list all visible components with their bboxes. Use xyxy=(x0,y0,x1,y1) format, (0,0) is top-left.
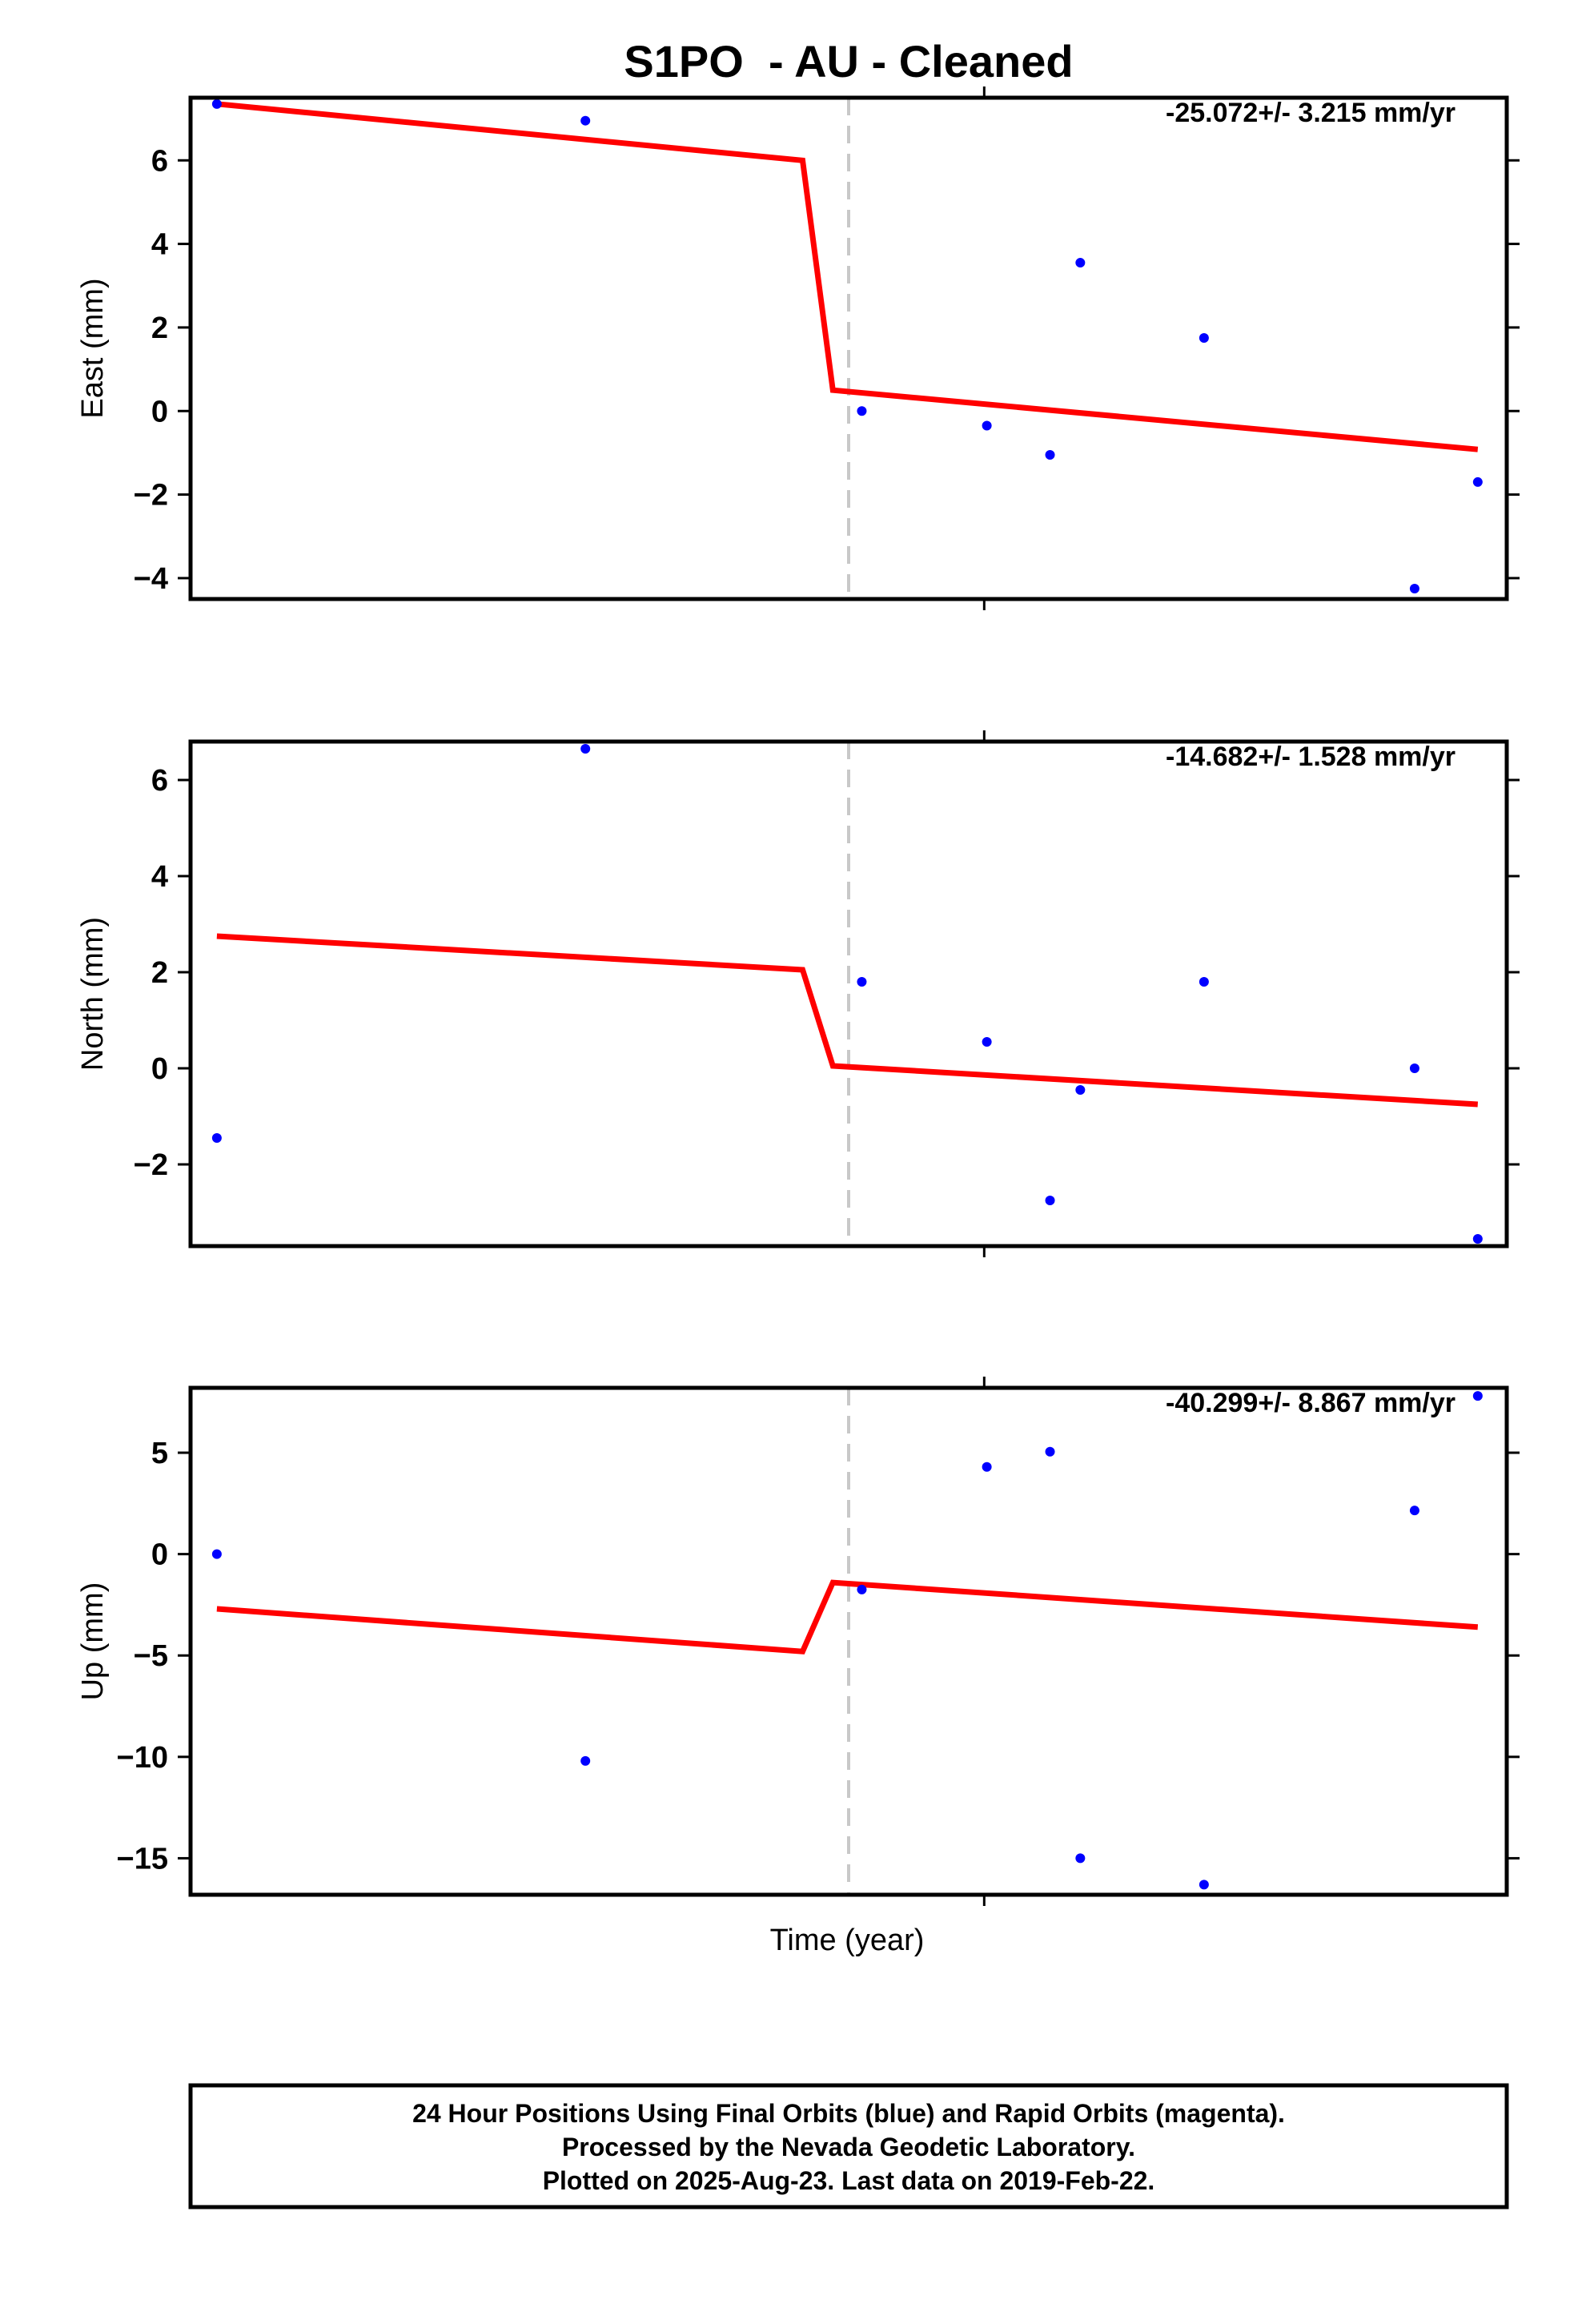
north-data-point xyxy=(1199,977,1209,987)
east-y-tick-label: 0 xyxy=(151,395,168,428)
up-data-point xyxy=(1045,1446,1055,1457)
east-data-point xyxy=(1075,258,1086,268)
east-y-tick-label: −2 xyxy=(134,479,168,513)
east-data-point xyxy=(857,406,867,416)
up-data-point xyxy=(1409,1506,1419,1516)
east-plot-frame xyxy=(188,95,1509,601)
east-data-point xyxy=(1409,583,1419,593)
north-y-tick-label: 6 xyxy=(151,764,168,798)
up-data-point xyxy=(982,1462,992,1472)
east-y-axis-label: East (mm) xyxy=(76,278,110,418)
north-panel: 6 4 2 0 −2 North (mm) -14.682+/- 1.528 mm/yr xyxy=(76,730,1520,1257)
north-data-point xyxy=(857,977,867,987)
footer-box xyxy=(188,2083,1509,2209)
east-y-tick-label: 6 xyxy=(151,144,168,178)
footer-line-2: Processed by the Nevada Geodetic Laborat… xyxy=(562,2133,1135,2161)
up-data-point xyxy=(1199,1880,1209,1890)
up-data-point xyxy=(1075,1853,1086,1864)
chart-title: S1PO - AU - Cleaned xyxy=(624,36,1073,86)
east-panel: 6 4 2 0 −2 −4 East (mm) -25.072+/- 3.215 mm/yr xyxy=(76,86,1520,610)
north-data-point xyxy=(1409,1063,1419,1073)
east-rate-label: -25.072+/- 3.215 mm/yr xyxy=(1166,98,1456,128)
north-data-point xyxy=(211,1133,222,1143)
east-fit-line xyxy=(216,101,1479,452)
north-data-point xyxy=(580,744,591,754)
north-data-point xyxy=(982,1037,992,1047)
east-y-tick-label: 4 xyxy=(151,228,168,262)
up-y-tick-label: −5 xyxy=(134,1639,168,1673)
up-rate-label: -40.299+/- 8.867 mm/yr xyxy=(1166,1388,1456,1418)
north-y-tick-label: 2 xyxy=(151,956,168,990)
up-y-tick-label: −15 xyxy=(117,1842,168,1876)
footer-line-3: Plotted on 2025-Aug-23. Last data on 201… xyxy=(543,2166,1155,2195)
north-plot-frame xyxy=(188,739,1509,1248)
east-data-point xyxy=(1199,332,1209,343)
up-plot-frame xyxy=(188,1385,1509,1897)
north-y-tick-label: 0 xyxy=(151,1052,168,1086)
up-y-axis-label: Up (mm) xyxy=(76,1582,110,1701)
north-data-point xyxy=(1045,1196,1055,1205)
east-data-point xyxy=(211,99,222,109)
up-y-tick-label: 0 xyxy=(151,1538,168,1572)
x-axis-label: Time (year) xyxy=(770,1924,925,1957)
up-y-tick-label: −10 xyxy=(117,1741,168,1775)
north-fit-line xyxy=(216,933,1479,1108)
east-y-tick-label: −4 xyxy=(134,562,168,596)
north-data-point xyxy=(1075,1085,1086,1095)
up-data-point xyxy=(1472,1391,1483,1401)
north-y-tick-label: −2 xyxy=(134,1148,168,1182)
footer-line-1: 24 Hour Positions Using Final Orbits (bl… xyxy=(412,2099,1285,2128)
up-y-tick-label: 5 xyxy=(151,1437,168,1470)
east-data-point xyxy=(982,420,992,431)
up-panel: 5 0 −5 −10 −15 Up (mm) -40.299+/- 8.867 mm/yr xyxy=(76,1377,1520,1906)
up-fit-line xyxy=(216,1579,1479,1655)
north-y-tick-label: 4 xyxy=(151,860,168,894)
north-data-point xyxy=(1472,1234,1483,1244)
up-data-point xyxy=(580,1755,591,1766)
east-data-point xyxy=(1045,450,1055,460)
east-data-point xyxy=(1472,476,1483,487)
north-y-axis-label: North (mm) xyxy=(76,917,110,1071)
east-data-point xyxy=(580,115,591,126)
up-data-point xyxy=(211,1549,222,1559)
north-rate-label: -14.682+/- 1.528 mm/yr xyxy=(1166,742,1456,772)
up-data-point xyxy=(857,1584,867,1594)
east-y-tick-label: 2 xyxy=(151,312,168,345)
